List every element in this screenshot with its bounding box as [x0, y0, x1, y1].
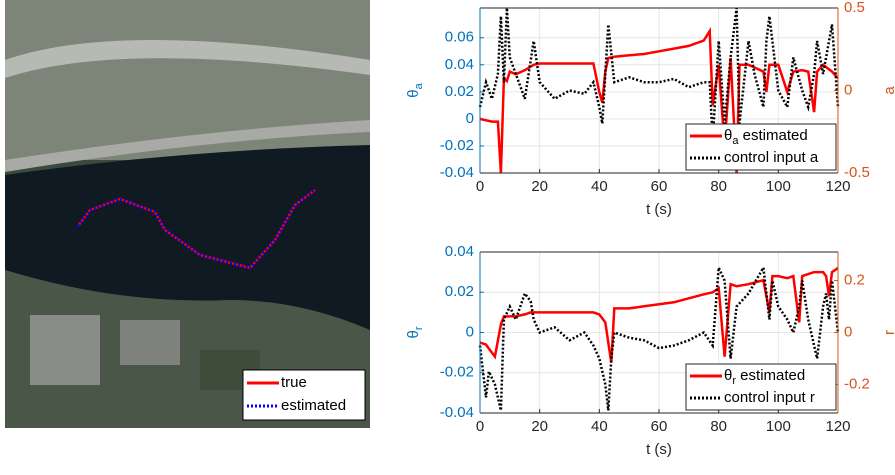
data-line: [479, 267, 839, 363]
x-tick-label: 100: [766, 418, 791, 435]
x-tick-label: 40: [591, 418, 608, 435]
legend-box: [685, 123, 837, 171]
x-tick-label: 80: [710, 178, 727, 195]
y-tick-label: 0.02: [445, 283, 474, 300]
y2-tick-label: 0: [844, 81, 852, 98]
x-tick-label: 20: [531, 178, 548, 195]
x-tick-label: 20: [531, 418, 548, 435]
data-line: [478, 263, 840, 411]
x-tick-label: 120: [825, 178, 850, 195]
y-tick-label: 0.04: [445, 56, 474, 73]
y-tick-label: 0.06: [445, 29, 474, 46]
x-tick-label: 40: [591, 178, 608, 195]
y-axis-label-part: θ: [405, 330, 422, 338]
y-tick-label: -0.02: [440, 137, 474, 154]
x-tick-label: 0: [476, 418, 484, 435]
y-axis-label: θa: [405, 82, 425, 97]
legend-label: estimated: [281, 397, 346, 414]
true-trajectory: [77, 189, 316, 270]
y2-tick-label: 0.5: [844, 0, 865, 16]
y-tick-label: -0.04: [440, 404, 474, 421]
legend-label: control input r: [724, 389, 815, 406]
legend-label: true: [281, 374, 307, 391]
x-axis-label: t (s): [646, 201, 672, 218]
y-axis-label-part: θ: [405, 89, 422, 97]
y-tick-label: -0.04: [440, 164, 474, 181]
data-line: [478, 7, 840, 141]
x-axis-label: t (s): [646, 441, 672, 458]
y-tick-label: 0.04: [445, 243, 474, 260]
y-axis-label: θr: [405, 326, 425, 338]
legend-label-part: a: [732, 135, 739, 147]
legend-label-part: control input r: [724, 389, 815, 406]
y-tick-label: 0: [466, 323, 474, 340]
x-tick-label: 0: [476, 178, 484, 195]
y-tick-label: 0.02: [445, 83, 474, 100]
y-tick-label: 0: [466, 110, 474, 127]
x-tick-label: 60: [651, 418, 668, 435]
y2-tick-label: -0.5: [844, 164, 870, 181]
y-axis-label-part: r: [413, 326, 425, 330]
y2-axis-label: a: [881, 86, 895, 95]
y2-tick-label: 0: [844, 323, 852, 340]
y2-tick-label: 0.2: [844, 272, 865, 289]
legend-label-part: estimated: [738, 127, 807, 144]
y-tick-label: -0.02: [440, 364, 474, 381]
data-line: [479, 26, 839, 174]
legend-box: [242, 369, 366, 421]
x-tick-label: 60: [651, 178, 668, 195]
x-tick-label: 80: [710, 418, 727, 435]
y-axis-label-part: a: [413, 82, 425, 89]
legend-label-part: r: [732, 375, 736, 387]
y2-tick-label: -0.2: [844, 375, 870, 392]
legend-label-part: control input a: [724, 149, 819, 166]
legend-label-part: θ: [724, 367, 732, 384]
legend-label: θr estimated: [724, 367, 805, 387]
legend-label: θa estimated: [724, 127, 808, 147]
satellite-map: [5, 0, 370, 428]
legend-box: [685, 363, 837, 411]
legend-label-part: estimated: [736, 367, 805, 384]
x-tick-label: 120: [825, 418, 850, 435]
y2-axis-label: r: [881, 330, 895, 335]
legend-label: control input a: [724, 149, 819, 166]
legend-label-part: θ: [724, 127, 732, 144]
x-tick-label: 100: [766, 178, 791, 195]
